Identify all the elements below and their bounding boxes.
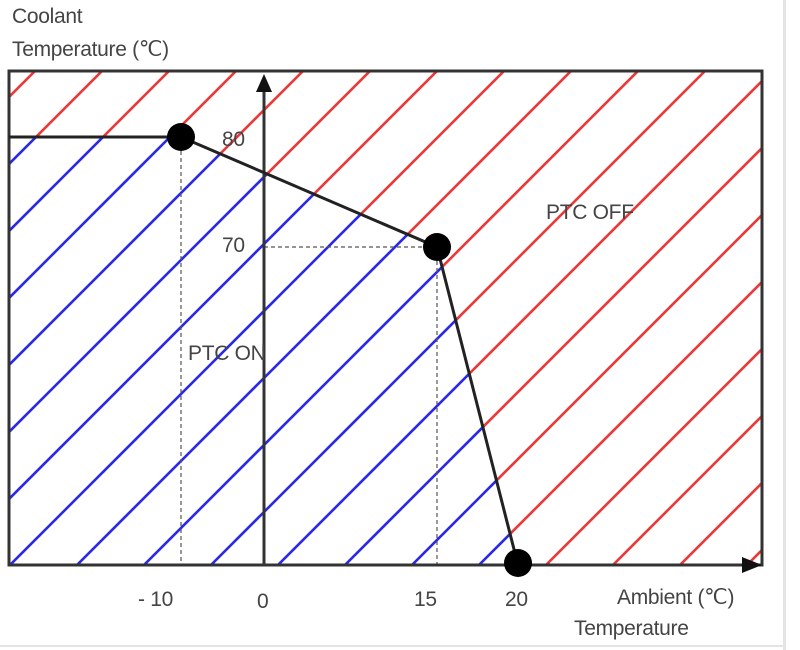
y-axis-arrow-icon: [256, 74, 272, 92]
region-label-ptc-off: PTC OFF: [546, 201, 634, 224]
x-axis-title-line2: Temperature: [574, 617, 689, 640]
data-point-20-0: [504, 549, 532, 577]
y-axis-title-line1: Coolant: [12, 5, 83, 28]
x-tick-15: 15: [414, 588, 437, 611]
y-tick-80: 80: [222, 128, 245, 151]
x-axis-title-line1: Ambient (℃): [617, 586, 735, 609]
ptc-on-region-hatch: [9, 137, 518, 565]
y-tick-70: 70: [222, 234, 245, 257]
x-tick-20: 20: [505, 588, 528, 611]
threshold-curve: [9, 135, 520, 566]
x-tick-neg10: - 10: [138, 588, 173, 611]
page-border-right: [783, 0, 786, 650]
data-point-neg10-80: [167, 123, 195, 151]
region-label-ptc-on: PTC ON: [188, 342, 266, 365]
x-axis-arrow-icon: [742, 557, 762, 573]
page-border-bottom: [0, 645, 786, 647]
plot-frame: [7, 69, 764, 567]
x-tick-0: 0: [257, 590, 269, 613]
y-axis-title-line2: Temperature (℃): [12, 38, 169, 61]
data-point-15-70: [423, 233, 451, 261]
